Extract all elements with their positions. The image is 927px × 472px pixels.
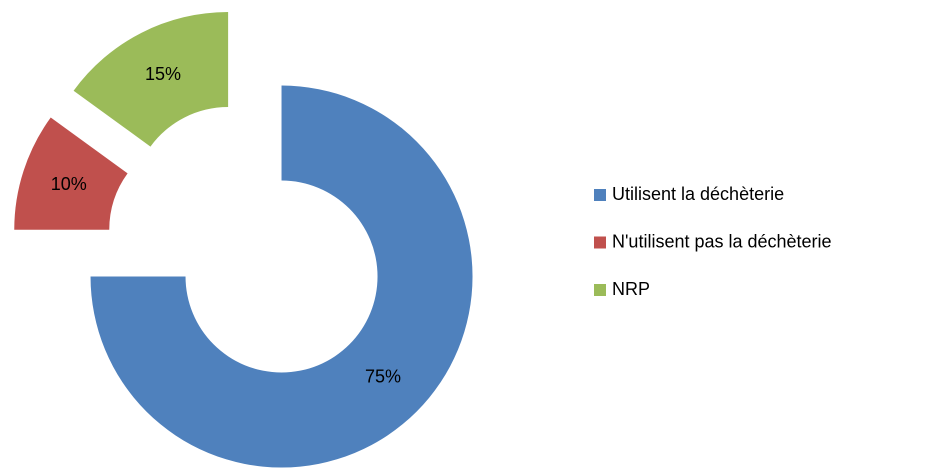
legend-swatch xyxy=(594,284,606,296)
donut-slice xyxy=(14,117,128,230)
data-label: 10% xyxy=(51,174,87,194)
legend-swatch xyxy=(594,189,606,201)
data-label: 15% xyxy=(145,64,181,84)
legend-label: N'utilisent pas la déchèterie xyxy=(612,231,832,251)
legend-label: Utilisent la déchèterie xyxy=(612,184,784,204)
legend-label: NRP xyxy=(612,279,650,299)
data-label: 75% xyxy=(365,367,401,387)
legend-swatch xyxy=(594,236,606,249)
donut-slice xyxy=(73,12,229,147)
donut-slice xyxy=(90,85,473,468)
